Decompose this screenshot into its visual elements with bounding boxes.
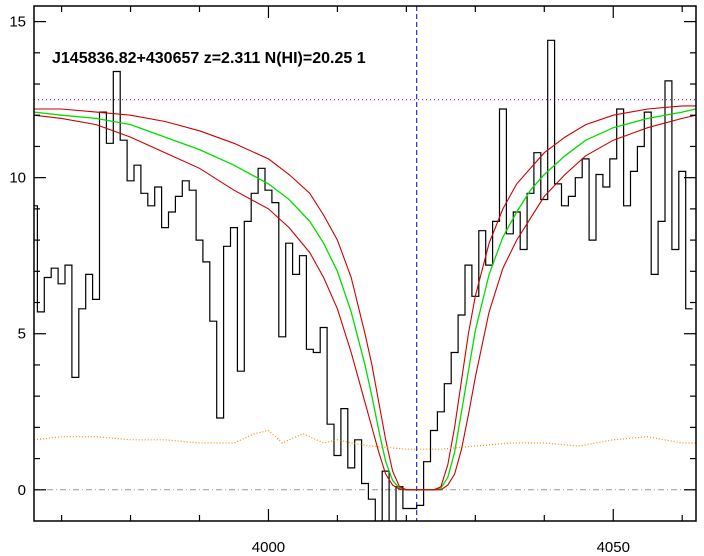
model-upper-bound-line bbox=[34, 105, 696, 491]
x-tick-label: 4050 bbox=[597, 539, 630, 556]
model-lower-bound-line bbox=[34, 114, 696, 491]
chart-title: J145836.82+430657 z=2.311 N(HI)=20.25 1 bbox=[52, 50, 366, 67]
plot-area bbox=[34, 6, 696, 521]
y-tick-label: 15 bbox=[9, 14, 26, 31]
flux-histogram bbox=[34, 39, 693, 521]
y-tick-label: 0 bbox=[18, 482, 26, 499]
y-tick-label: 5 bbox=[18, 326, 26, 343]
model-fit-line bbox=[34, 108, 696, 491]
y-tick-label: 10 bbox=[9, 170, 26, 187]
error-spectrum bbox=[34, 429, 696, 450]
axis-ticks: 4000 4050 0 5 10 15 bbox=[9, 6, 696, 556]
plot-frame bbox=[33, 5, 697, 522]
x-tick-label: 4000 bbox=[252, 539, 285, 556]
